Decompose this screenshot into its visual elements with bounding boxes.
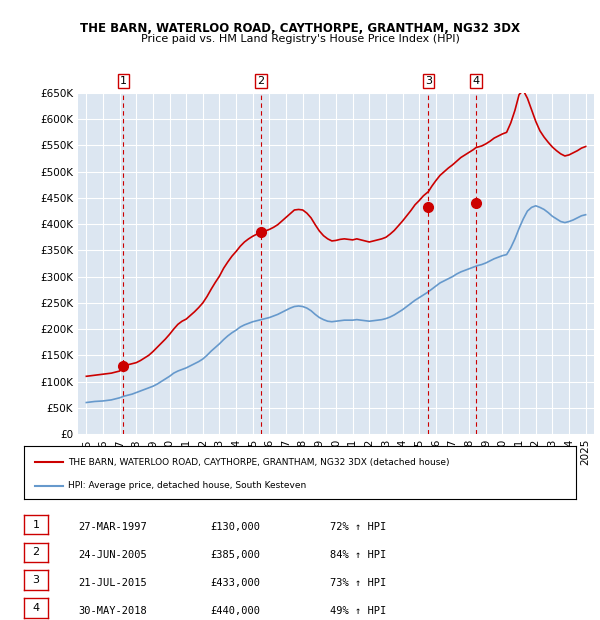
Text: 72% ↑ HPI: 72% ↑ HPI <box>330 522 386 532</box>
Text: 73% ↑ HPI: 73% ↑ HPI <box>330 578 386 588</box>
Text: 49% ↑ HPI: 49% ↑ HPI <box>330 606 386 616</box>
Text: £385,000: £385,000 <box>210 550 260 560</box>
Text: Price paid vs. HM Land Registry's House Price Index (HPI): Price paid vs. HM Land Registry's House … <box>140 34 460 44</box>
Text: 1: 1 <box>120 76 127 86</box>
Text: 4: 4 <box>32 603 40 613</box>
Text: 24-JUN-2005: 24-JUN-2005 <box>78 550 147 560</box>
Text: 2: 2 <box>257 76 265 86</box>
Text: 4: 4 <box>472 76 479 86</box>
Text: HPI: Average price, detached house, South Kesteven: HPI: Average price, detached house, Sout… <box>68 481 307 490</box>
Text: 3: 3 <box>425 76 432 86</box>
Text: 2: 2 <box>32 547 40 557</box>
Text: 84% ↑ HPI: 84% ↑ HPI <box>330 550 386 560</box>
Text: 1: 1 <box>32 520 40 529</box>
Text: £130,000: £130,000 <box>210 522 260 532</box>
Text: THE BARN, WATERLOO ROAD, CAYTHORPE, GRANTHAM, NG32 3DX: THE BARN, WATERLOO ROAD, CAYTHORPE, GRAN… <box>80 22 520 35</box>
Text: 3: 3 <box>32 575 40 585</box>
Text: 21-JUL-2015: 21-JUL-2015 <box>78 578 147 588</box>
Text: £440,000: £440,000 <box>210 606 260 616</box>
Text: 30-MAY-2018: 30-MAY-2018 <box>78 606 147 616</box>
Text: £433,000: £433,000 <box>210 578 260 588</box>
Text: THE BARN, WATERLOO ROAD, CAYTHORPE, GRANTHAM, NG32 3DX (detached house): THE BARN, WATERLOO ROAD, CAYTHORPE, GRAN… <box>68 458 449 467</box>
Text: 27-MAR-1997: 27-MAR-1997 <box>78 522 147 532</box>
